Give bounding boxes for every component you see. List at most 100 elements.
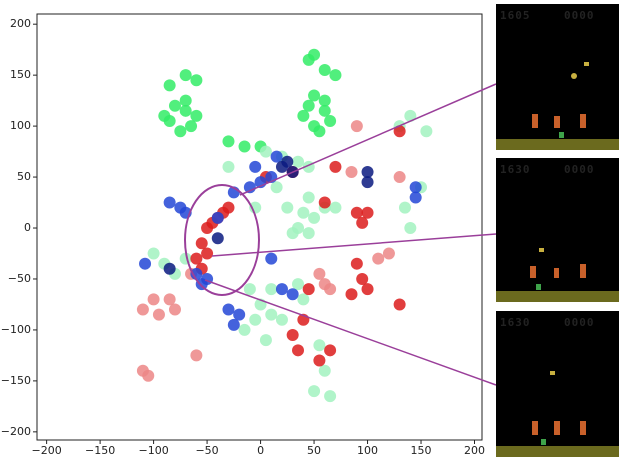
- point: [351, 120, 363, 132]
- x-tick-label: 50: [307, 444, 321, 457]
- y-tick-label: −50: [8, 272, 31, 285]
- point: [148, 247, 160, 259]
- point: [137, 365, 149, 377]
- point: [169, 304, 181, 316]
- point: [265, 283, 277, 295]
- point: [394, 171, 406, 183]
- point: [271, 151, 283, 163]
- point: [319, 197, 331, 209]
- point: [174, 125, 186, 137]
- point: [212, 232, 224, 244]
- x-tick-label: 200: [464, 444, 485, 457]
- point: [297, 207, 309, 219]
- x-tick-label: −150: [85, 444, 115, 457]
- score: 1605: [500, 9, 531, 22]
- point: [345, 166, 357, 178]
- y-tick-label: 50: [17, 170, 31, 183]
- point: [228, 319, 240, 331]
- point: [297, 110, 309, 122]
- point: [265, 253, 277, 265]
- y-tick-label: −100: [1, 323, 31, 336]
- point: [265, 309, 277, 321]
- point: [356, 273, 368, 285]
- point: [222, 304, 234, 316]
- point: [329, 161, 341, 173]
- point: [164, 293, 176, 305]
- point: [362, 283, 374, 295]
- game-frame: 1605 0000: [496, 4, 619, 150]
- point: [329, 202, 341, 214]
- point: [313, 339, 325, 351]
- point: [303, 191, 315, 203]
- point: [164, 79, 176, 91]
- connector: [212, 234, 496, 256]
- point: [281, 156, 293, 168]
- y-tick-label: −200: [1, 425, 31, 438]
- point: [180, 69, 192, 81]
- point: [319, 278, 331, 290]
- point: [313, 125, 325, 137]
- score: 1630: [500, 316, 531, 329]
- game-frame: 1630 0000: [496, 311, 619, 457]
- y-tick-label: 100: [10, 119, 31, 132]
- point: [303, 100, 315, 112]
- point: [281, 202, 293, 214]
- game-frame: 1630 0000: [496, 158, 619, 302]
- point: [164, 263, 176, 275]
- point: [233, 309, 245, 321]
- point: [303, 283, 315, 295]
- point: [196, 237, 208, 249]
- point: [319, 95, 331, 107]
- lives: 0000: [564, 316, 595, 329]
- point: [362, 166, 374, 178]
- point: [383, 247, 395, 259]
- point: [190, 74, 202, 86]
- point: [308, 90, 320, 102]
- point: [190, 253, 202, 265]
- point: [356, 217, 368, 229]
- point: [158, 110, 170, 122]
- x-tick-label: 0: [257, 444, 264, 457]
- point: [362, 207, 374, 219]
- point: [292, 344, 304, 356]
- point: [287, 288, 299, 300]
- point: [164, 197, 176, 209]
- point: [222, 161, 234, 173]
- point: [137, 304, 149, 316]
- x-tick-label: −100: [138, 444, 168, 457]
- point: [420, 125, 432, 137]
- point: [239, 324, 251, 336]
- point: [308, 212, 320, 224]
- point: [249, 314, 261, 326]
- y-tick-label: −150: [1, 374, 31, 387]
- point: [239, 140, 251, 152]
- x-tick-label: 150: [411, 444, 432, 457]
- point: [148, 293, 160, 305]
- point: [324, 344, 336, 356]
- point: [324, 115, 336, 127]
- point: [319, 365, 331, 377]
- point: [292, 156, 304, 168]
- point: [190, 349, 202, 361]
- point: [351, 258, 363, 270]
- point: [345, 288, 357, 300]
- point: [260, 334, 272, 346]
- y-tick-label: 0: [24, 221, 31, 234]
- x-tick-label: −50: [195, 444, 218, 457]
- point: [153, 309, 165, 321]
- point: [297, 293, 309, 305]
- point: [319, 64, 331, 76]
- point: [212, 212, 224, 224]
- score: 1630: [500, 163, 531, 176]
- point: [329, 69, 341, 81]
- point: [271, 181, 283, 193]
- point: [180, 95, 192, 107]
- point: [404, 222, 416, 234]
- point: [303, 227, 315, 239]
- point: [313, 268, 325, 280]
- point: [185, 120, 197, 132]
- lives: 0000: [564, 9, 595, 22]
- point: [351, 207, 363, 219]
- point: [308, 385, 320, 397]
- point: [324, 390, 336, 402]
